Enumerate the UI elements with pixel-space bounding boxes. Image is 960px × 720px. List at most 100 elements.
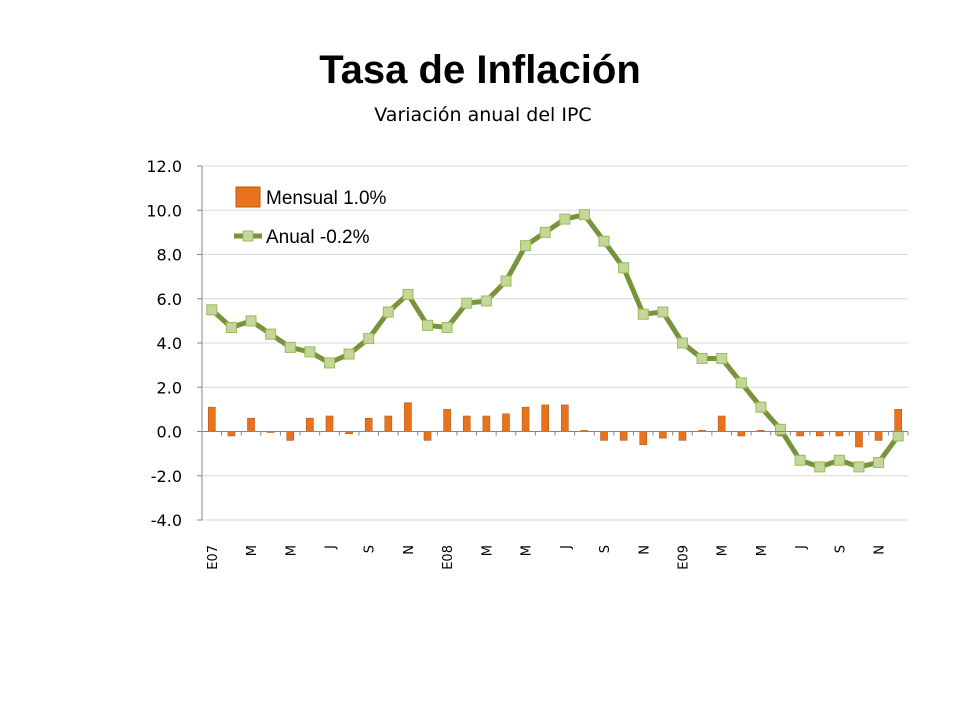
point-anual	[657, 306, 669, 318]
y-tick-label: 0.0	[157, 423, 182, 442]
bar-mensual	[521, 406, 530, 432]
point-anual	[814, 461, 826, 473]
bar-mensual	[835, 431, 844, 437]
bar-mensual	[561, 404, 569, 432]
bar-mensual	[874, 431, 883, 441]
point-anual	[402, 288, 414, 300]
point-anual	[539, 226, 551, 238]
point-anual	[382, 306, 394, 318]
point-anual	[284, 341, 296, 353]
x-tick-label: M	[520, 545, 535, 556]
point-anual	[559, 213, 571, 225]
point-anual	[578, 209, 590, 221]
point-anual	[480, 295, 492, 307]
bar-mensual	[247, 417, 255, 432]
legend-label-anual: Anual -0.2%	[266, 227, 370, 248]
x-tick-label: N	[637, 545, 652, 555]
point-anual	[735, 377, 747, 389]
bar-mensual	[404, 402, 412, 432]
x-tick-label: M	[245, 545, 260, 556]
x-tick-label: J	[559, 545, 574, 550]
x-tick-label: S	[598, 545, 613, 553]
bar-mensual	[815, 431, 824, 437]
point-anual	[892, 430, 904, 442]
bar-mensual	[502, 413, 510, 432]
point-anual	[422, 319, 434, 331]
bar-mensual	[462, 415, 471, 432]
bar-mensual	[717, 415, 726, 432]
x-tick-label: S	[363, 545, 378, 553]
bar-mensual	[639, 431, 648, 446]
x-tick-label: M	[716, 545, 731, 556]
point-anual	[441, 322, 453, 334]
bar-mensual	[678, 431, 687, 441]
y-tick-label: -4.0	[151, 511, 182, 530]
x-tick-label: E08	[441, 545, 456, 570]
line-anual	[210, 212, 901, 470]
y-tick-label: 2.0	[157, 378, 182, 397]
point-anual	[794, 454, 806, 466]
bar-mensual	[855, 431, 863, 448]
line-series-anual	[206, 209, 904, 473]
point-anual	[461, 297, 473, 309]
y-tick-label: 10.0	[146, 201, 182, 220]
y-tick-label: 6.0	[157, 290, 182, 309]
point-anual	[618, 262, 630, 274]
x-tick-label: E09	[676, 545, 691, 570]
bar-series-mensual	[208, 402, 902, 448]
point-anual	[873, 456, 885, 468]
x-tick-label: N	[873, 545, 888, 555]
point-anual	[304, 346, 316, 358]
bar-mensual	[227, 431, 236, 437]
bar-mensual	[325, 415, 334, 432]
point-anual	[245, 315, 257, 327]
x-tick-label: N	[402, 545, 417, 555]
axes: 12.0 10.0 8.0 6.0 4.0 2.0 0.0 -2.0 -4.0 E07 M M J S N E…	[146, 157, 909, 570]
x-tick-label: J	[323, 545, 338, 550]
x-tick-label: M	[480, 545, 495, 556]
bar-mensual	[619, 431, 628, 441]
x-tick-label: M	[755, 545, 770, 556]
y-tick-label: 8.0	[157, 246, 182, 265]
bar-mensual	[541, 404, 549, 432]
y-tick-label: 12.0	[146, 157, 182, 176]
bar-mensual	[894, 409, 902, 432]
point-anual	[853, 461, 865, 473]
legend-swatch-mensual	[235, 186, 261, 208]
x-tick-label: E07	[206, 545, 221, 570]
point-anual	[637, 308, 649, 320]
bar-mensual	[737, 431, 746, 437]
bar-mensual	[482, 415, 491, 432]
bar-mensual	[443, 409, 451, 432]
point-anual	[598, 235, 610, 247]
x-tick-label: M	[284, 545, 299, 556]
point-anual	[500, 275, 512, 287]
point-anual	[755, 401, 767, 413]
point-anual	[363, 333, 375, 345]
legend-label-mensual: Mensual 1.0%	[266, 188, 387, 209]
bar-mensual	[286, 431, 295, 441]
point-anual	[265, 328, 277, 340]
bar-mensual	[796, 431, 804, 437]
chart-subtitle: Variación anual del IPC	[374, 104, 592, 126]
point-anual	[833, 454, 845, 466]
point-anual	[343, 348, 355, 360]
point-anual	[716, 352, 728, 364]
bar-mensual	[384, 415, 393, 432]
chart-title: Tasa de Inflación	[319, 48, 641, 92]
grid-lines	[202, 165, 908, 521]
point-anual	[696, 352, 708, 364]
y-tick-label: -2.0	[151, 467, 182, 486]
y-tick-label: 4.0	[157, 334, 182, 353]
legend-item-mensual: Mensual 1.0%	[235, 186, 387, 209]
x-tick-label: J	[794, 545, 809, 550]
legend: Mensual 1.0% Anual -0.2%	[234, 186, 387, 248]
legend-item-anual: Anual -0.2%	[234, 227, 370, 248]
bar-mensual	[600, 431, 608, 441]
point-anual	[676, 337, 688, 349]
point-anual	[520, 240, 532, 252]
point-anual	[225, 322, 237, 334]
point-anual	[323, 357, 335, 369]
bar-mensual	[364, 417, 373, 432]
